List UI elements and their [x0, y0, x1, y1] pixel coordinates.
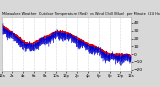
Text: Milwaukee Weather  Outdoor Temperature (Red)  vs Wind Chill (Blue)  per Minute  : Milwaukee Weather Outdoor Temperature (R… — [2, 12, 160, 16]
